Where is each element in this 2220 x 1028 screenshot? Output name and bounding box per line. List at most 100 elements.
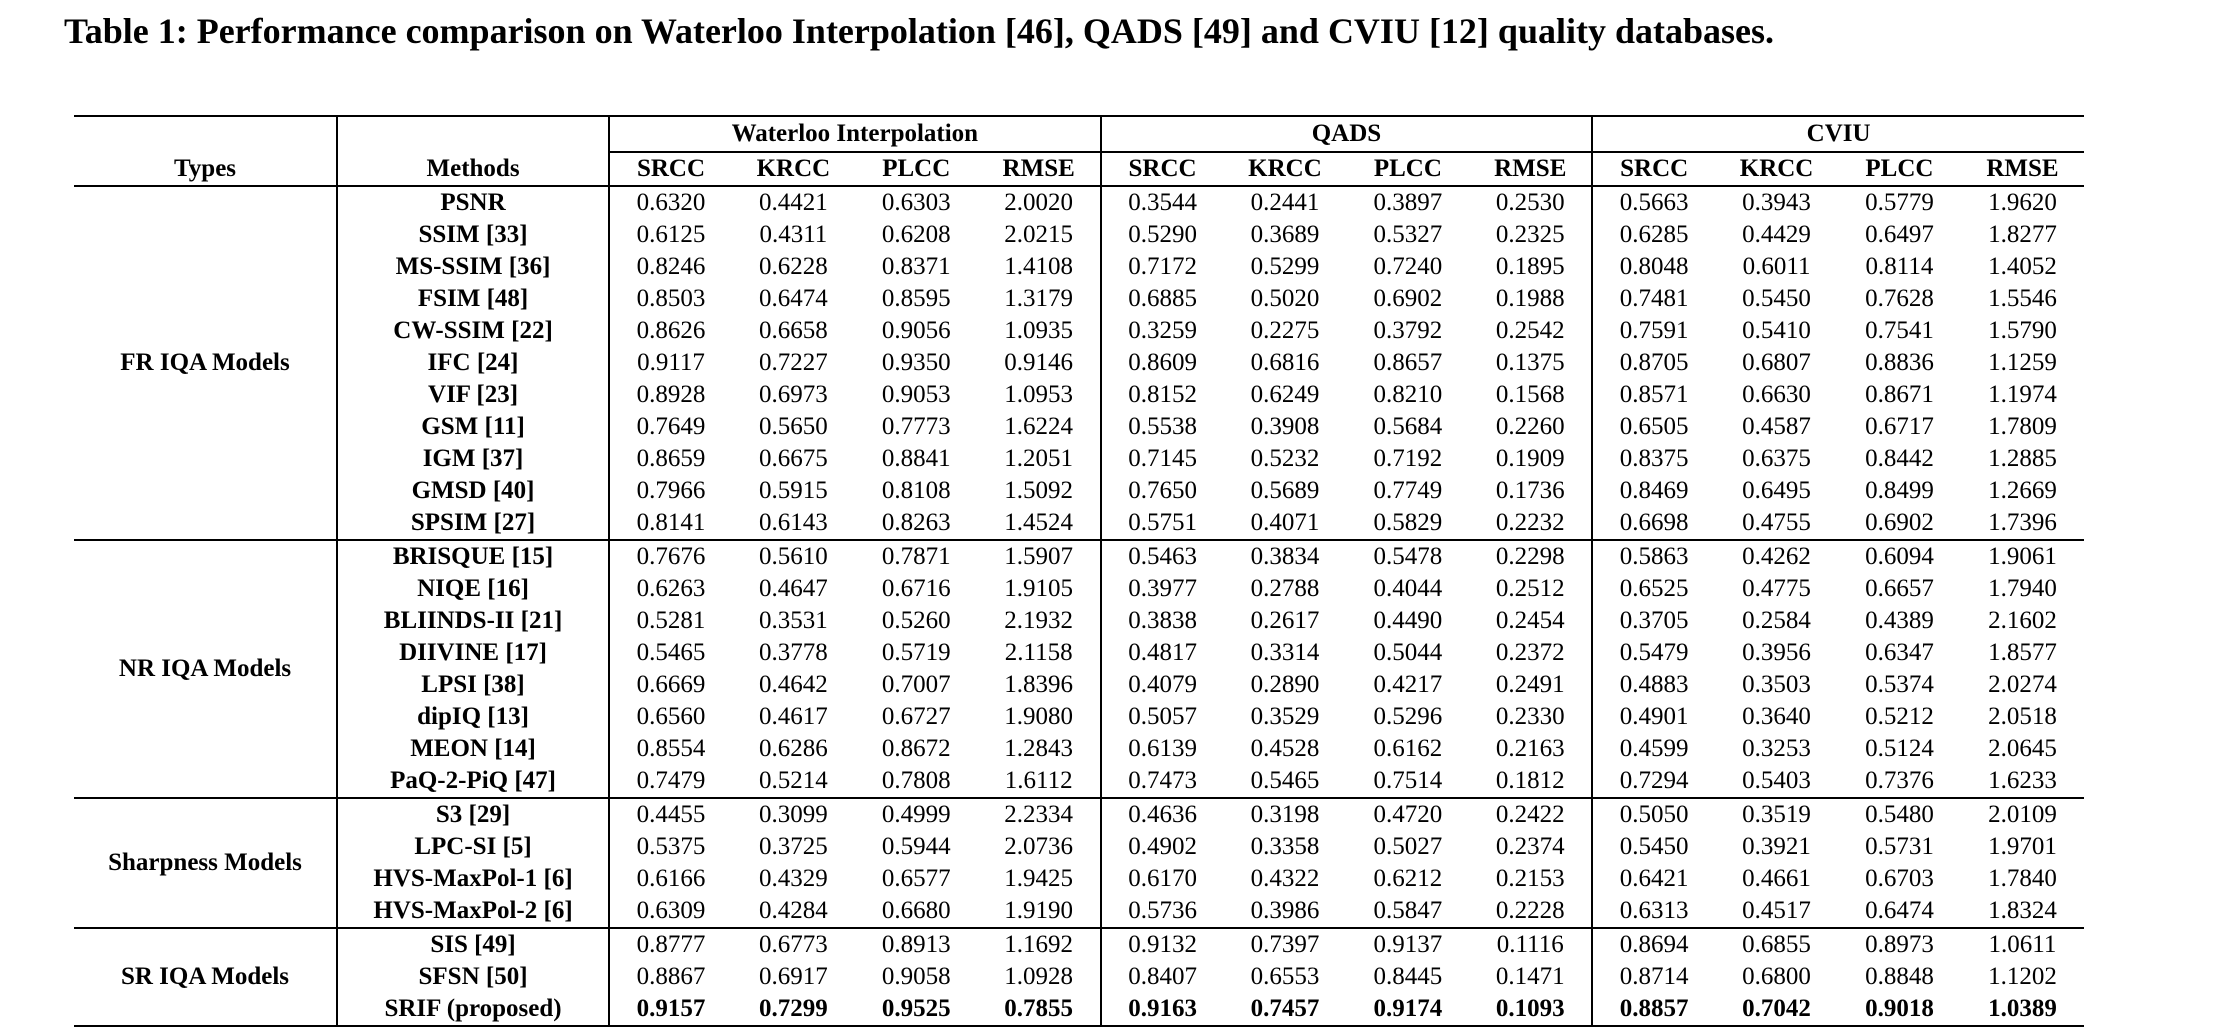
table-row: BLIINDS-II [21] 0.5281 0.3531 0.5260 2.1932 0… (74, 605, 2084, 637)
metric-value: 1.4524 (977, 507, 1102, 540)
metric-value: 0.7457 (1223, 993, 1347, 1027)
results-table-container: Waterloo Interpolation QADS CVIU Types M… (74, 115, 2084, 1027)
metric-value: 0.8499 (1865, 477, 1934, 504)
metric-value: 0.7479 (636, 767, 706, 794)
metric-value: 0.8848 (1865, 963, 1934, 990)
metric-value: 1.6224 (977, 411, 1102, 443)
metric-value: 1.9105 (977, 573, 1102, 605)
metric-value: 0.8973 (1838, 927, 1961, 961)
metric-value: 0.7481 (1619, 285, 1689, 312)
metric-value: 0.3544 (1100, 185, 1224, 219)
metric-value: 0.5374 (1865, 671, 1934, 698)
method-name: GMSD [40] (337, 475, 611, 507)
metric-value: 0.4421 (731, 185, 855, 219)
header-group-qads: QADS (1100, 115, 1594, 153)
metric-value: 1.7840 (1988, 865, 2057, 892)
table-row: GMSD [40] 0.7966 0.5915 0.8108 1.5092 0.7650 0… (74, 475, 2084, 507)
table-row: FR IQA Models PSNR 0.6320 0.4421 0.6303 2.002… (74, 185, 2084, 540)
metric-value: 0.7773 (881, 413, 951, 440)
metric-value: 1.1974 (1988, 381, 2057, 408)
metric-value: 0.4775 (1742, 575, 1811, 602)
metric-value: 0.9146 (977, 347, 1102, 379)
metric-value: 0.7649 (636, 413, 706, 440)
metric-value: 0.2232 (1469, 507, 1594, 540)
metric-value: 0.3198 (1223, 797, 1347, 831)
metric-value: 0.4528 (1250, 735, 1320, 762)
metric-value: 0.6309 (636, 897, 706, 924)
table-row: Sharpness Models S3 [29] 0.4455 0.3099 0.499… (74, 797, 2084, 928)
metric-value: 0.4517 (1742, 897, 1811, 924)
metric-value: 0.5478 (1346, 539, 1470, 573)
metric-value: 0.7294 (1619, 767, 1689, 794)
metric-value: 0.1812 (1469, 765, 1594, 798)
metric-value: 1.2885 (1988, 445, 2057, 472)
metric-value: 0.6669 (636, 671, 706, 698)
metric-value: 0.4817 (1128, 639, 1197, 666)
metric-value: 0.5751 (1128, 509, 1197, 536)
metric-value: 0.4999 (854, 797, 978, 831)
metric-value: 0.6703 (1865, 865, 1934, 892)
metric-value: 0.5450 (1619, 833, 1689, 860)
metric-value: 0.6162 (1373, 735, 1443, 762)
table-row: SRIF (proposed) 0.9157 0.7299 0.9525 0.7855 0… (74, 993, 2084, 1027)
metric-value: 0.6208 (881, 221, 951, 248)
header-types: Types (74, 152, 339, 186)
metric-value: 1.5907 (977, 539, 1102, 573)
method-name: HVS-MaxPol-2 [6] (337, 895, 611, 928)
metric-value: 0.6630 (1742, 381, 1811, 408)
metric-value: 0.6263 (636, 575, 706, 602)
metric-value: 0.7172 (1128, 253, 1197, 280)
table-row: IFC [24] 0.9117 0.7227 0.9350 0.9146 0.8609 0.… (74, 347, 2084, 379)
metric-value: 1.7396 (1988, 509, 2057, 536)
metric-value: 0.3314 (1250, 639, 1320, 666)
metric-value: 0.4636 (1100, 797, 1224, 831)
metric-value: 1.9190 (977, 895, 1102, 928)
metric-value: 2.0645 (1988, 735, 2057, 762)
metric-value: 0.6680 (881, 897, 951, 924)
metric-value: 0.7473 (1128, 767, 1197, 794)
metric-value: 1.3179 (977, 283, 1102, 315)
metric-value: 0.4322 (1250, 865, 1320, 892)
metric-value: 0.6170 (1128, 865, 1197, 892)
metric-value: 2.2334 (977, 797, 1102, 831)
metric-value: 0.8469 (1619, 477, 1689, 504)
metric-value: 2.0109 (1960, 797, 2084, 831)
metric-value: 0.6505 (1619, 413, 1689, 440)
metric-value: 0.6698 (1619, 509, 1689, 536)
metric-value: 0.1988 (1469, 283, 1594, 315)
metric-value: 0.3531 (759, 607, 828, 634)
metric-value: 0.2512 (1469, 573, 1594, 605)
metric-value: 0.9058 (881, 963, 951, 990)
metric-value: 0.2228 (1469, 895, 1594, 928)
metric-value: 0.6474 (1865, 897, 1934, 924)
metric-value: 1.1692 (977, 927, 1102, 961)
model-type-label: SR IQA Models (74, 927, 339, 1027)
metric-value: 0.4389 (1865, 607, 1934, 634)
metric-value: 1.4052 (1988, 253, 2057, 280)
header-metric-srcc: SRCC (1620, 155, 1689, 182)
metric-value: 0.2372 (1469, 637, 1594, 669)
metric-value: 0.7397 (1223, 927, 1347, 961)
metric-value: 0.1093 (1469, 993, 1594, 1027)
metric-value: 0.8048 (1619, 253, 1689, 280)
metric-value: 0.6902 (1865, 509, 1934, 536)
header-metric-plcc: PLCC (1373, 155, 1442, 182)
method-name: SRIF (proposed) (337, 993, 611, 1027)
table-row: SR IQA Models SIS [49] 0.8777 0.6773 0.8913 1… (74, 927, 2084, 1027)
method-name: LPSI [38] (337, 669, 611, 701)
metric-value: 0.3943 (1715, 185, 1838, 219)
metric-value: 0.5847 (1373, 897, 1443, 924)
metric-value: 0.6125 (636, 221, 706, 248)
metric-value: 0.3705 (1619, 607, 1689, 634)
metric-value: 0.5232 (1250, 445, 1320, 472)
metric-value: 0.3908 (1250, 413, 1320, 440)
metric-value: 0.6139 (1128, 735, 1197, 762)
metric-value: 0.8407 (1128, 963, 1197, 990)
metric-value: 0.3834 (1223, 539, 1347, 573)
metric-value: 0.3897 (1346, 185, 1470, 219)
metric-value: 0.6212 (1373, 865, 1443, 892)
method-name: IFC [24] (337, 347, 611, 379)
metric-value: 1.1202 (1988, 963, 2057, 990)
metric-value: 0.3529 (1250, 703, 1320, 730)
metric-value: 0.7650 (1128, 477, 1197, 504)
